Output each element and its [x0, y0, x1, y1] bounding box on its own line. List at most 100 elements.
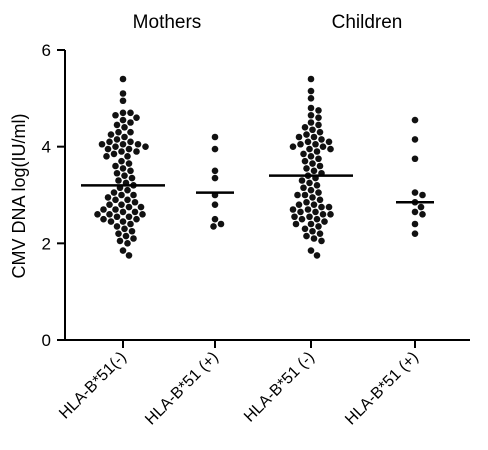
data-point [113, 136, 121, 143]
data-point [134, 140, 142, 148]
data-point [125, 213, 133, 221]
data-point [304, 138, 312, 146]
plot-area [81, 75, 434, 259]
data-point [119, 97, 127, 105]
data-point [119, 208, 127, 216]
data-point [104, 145, 112, 153]
y-tick-label: 2 [42, 234, 51, 253]
y-axis-label: CMV DNA log(IU/ml) [9, 113, 29, 278]
data-point [298, 215, 306, 223]
data-point [125, 160, 133, 167]
data-point [127, 220, 134, 228]
data-point [115, 230, 122, 237]
data-point [100, 206, 107, 213]
data-point [411, 136, 419, 143]
data-point [100, 215, 107, 223]
data-point [313, 252, 321, 259]
data-point [411, 189, 419, 196]
data-point [417, 203, 425, 211]
data-point [306, 213, 313, 221]
data-point [319, 211, 327, 218]
data-point [119, 109, 127, 117]
data-point [295, 133, 303, 141]
data-point [127, 128, 134, 136]
x-tick-label: HLA-B*51(-) [56, 349, 130, 423]
data-point [103, 153, 110, 160]
data-point [303, 165, 310, 172]
data-point [300, 184, 307, 192]
data-point [316, 230, 324, 237]
data-point [301, 157, 309, 165]
data-point [131, 198, 139, 206]
data-point [127, 109, 134, 117]
data-point [211, 201, 219, 208]
data-point [315, 114, 322, 121]
data-point [121, 172, 128, 179]
data-point [310, 235, 318, 242]
data-point [106, 138, 113, 146]
data-point [112, 162, 119, 170]
data-point [298, 177, 306, 184]
data-point [217, 220, 225, 228]
data-point [310, 133, 318, 141]
data-point [118, 148, 125, 155]
data-point [133, 114, 140, 121]
data-point [110, 150, 118, 158]
data-point [309, 126, 316, 134]
data-point [121, 124, 128, 131]
data-point [125, 203, 133, 211]
data-point [307, 119, 315, 126]
data-point [107, 218, 115, 225]
data-point [118, 157, 125, 165]
data-point [127, 167, 134, 175]
data-point [142, 143, 149, 150]
data-point [318, 203, 325, 211]
data-point [303, 232, 310, 240]
data-point [315, 189, 322, 196]
data-point [316, 196, 324, 204]
data-point [127, 119, 134, 126]
data-point [124, 153, 131, 160]
data-point [306, 145, 313, 153]
data-point [125, 145, 133, 153]
data-point [289, 143, 297, 150]
x-tick-label: HLA-B*51 (+) [142, 349, 222, 429]
data-point [211, 167, 219, 175]
data-point [124, 240, 131, 247]
data-point [94, 211, 101, 218]
data-point [301, 124, 309, 131]
data-point [325, 138, 333, 146]
data-point [112, 111, 119, 119]
data-point [419, 211, 426, 218]
data-point [307, 186, 315, 194]
data-point [115, 177, 122, 184]
data-point [139, 211, 146, 218]
data-point [313, 215, 321, 223]
data-point [315, 121, 322, 129]
data-point [112, 143, 119, 150]
x-tick-label: HLA-B*51 (+) [342, 349, 422, 429]
data-point [119, 247, 127, 254]
data-point [315, 107, 322, 114]
data-point [318, 237, 325, 245]
data-point [313, 182, 321, 189]
data-point [137, 203, 145, 211]
data-point [106, 201, 113, 208]
data-point [419, 191, 426, 199]
data-point [310, 167, 318, 175]
data-point [309, 194, 316, 201]
data-point [306, 179, 313, 187]
data-point [118, 191, 125, 199]
data-point [319, 143, 327, 150]
data-point [110, 189, 118, 196]
data-point [315, 223, 322, 230]
data-point [307, 247, 315, 254]
data-point [307, 111, 315, 119]
data-point [289, 206, 297, 213]
data-point [291, 213, 298, 221]
data-point [321, 218, 328, 225]
data-point [411, 155, 419, 163]
data-point [124, 196, 131, 204]
data-point [113, 169, 121, 177]
data-point [113, 121, 121, 129]
